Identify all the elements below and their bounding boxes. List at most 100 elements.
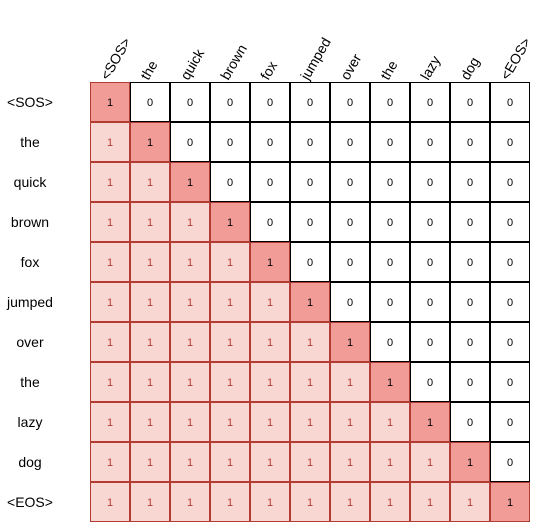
matrix-cell-1-4: 0 [250,122,290,162]
matrix-cell-9-0: 1 [90,442,130,482]
matrix-cell-6-10: 0 [490,322,530,362]
row-label-8: lazy [17,414,43,430]
matrix-cell-0-7: 0 [370,82,410,122]
matrix-cell-8-1: 1 [130,402,170,442]
matrix-cell-7-5: 1 [290,362,330,402]
matrix-cell-7-3: 1 [210,362,250,402]
matrix-cell-8-3: 1 [210,402,250,442]
matrix-cell-7-8: 0 [410,362,450,402]
row-label-6: over [16,334,44,350]
matrix-cell-3-3: 1 [210,202,250,242]
matrix-cell-1-2: 0 [170,122,210,162]
matrix-cell-5-3: 1 [210,282,250,322]
matrix-cell-8-0: 1 [90,402,130,442]
matrix-cell-4-5: 0 [290,242,330,282]
matrix-cell-6-0: 1 [90,322,130,362]
column-header-3: brown [210,6,250,82]
matrix-cell-7-4: 1 [250,362,290,402]
row-label-4: fox [20,254,40,270]
matrix-cell-1-3: 0 [210,122,250,162]
matrix-cell-10-1: 1 [130,482,170,522]
matrix-cell-1-8: 0 [410,122,450,162]
matrix-cell-0-10: 0 [490,82,530,122]
matrix-cell-1-1: 1 [130,122,170,162]
matrix-cell-4-2: 1 [170,242,210,282]
row-label-1: the [20,134,40,150]
matrix-cell-1-7: 0 [370,122,410,162]
matrix-cell-9-6: 1 [330,442,370,482]
matrix-cell-5-5: 1 [290,282,330,322]
column-header-7: the [370,6,410,83]
matrix-cell-10-2: 1 [170,482,210,522]
matrix-cell-10-4: 1 [250,482,290,522]
matrix-cell-10-8: 1 [410,482,450,522]
matrix-cell-3-8: 0 [410,202,450,242]
matrix-cell-2-6: 0 [330,162,370,202]
matrix-cell-7-9: 0 [450,362,490,402]
matrix-cell-2-3: 0 [210,162,250,202]
matrix-cell-3-9: 0 [450,202,490,242]
matrix-cell-8-6: 1 [330,402,370,442]
matrix-cell-10-7: 1 [370,482,410,522]
matrix-cell-6-6: 1 [330,322,370,362]
matrix-cell-0-8: 0 [410,82,450,122]
row-label-0: <SOS> [7,94,53,110]
matrix-cell-5-6: 0 [330,282,370,322]
matrix-cell-7-2: 1 [170,362,210,402]
column-header-label: fox [257,58,281,83]
matrix-cell-3-4: 0 [250,202,290,242]
matrix-cell-2-8: 0 [410,162,450,202]
matrix-cell-0-0: 1 [90,82,130,122]
column-header-6: over [330,6,370,83]
row-label-7: the [20,374,40,390]
column-header-label: dog [457,54,483,83]
column-header-2: quick [170,6,210,82]
matrix-cell-9-8: 1 [410,442,450,482]
matrix-cell-9-7: 1 [370,442,410,482]
matrix-cell-3-6: 0 [330,202,370,242]
column-header-label: <SOS> [97,34,134,83]
matrix-cell-8-10: 0 [490,402,530,442]
matrix-cell-6-3: 1 [210,322,250,362]
matrix-cell-3-1: 1 [130,202,170,242]
matrix-cell-6-1: 1 [130,322,170,362]
matrix-cell-2-7: 0 [370,162,410,202]
matrix-cell-7-7: 1 [370,362,410,402]
matrix-cell-6-2: 1 [170,322,210,362]
matrix-cell-2-2: 1 [170,162,210,202]
matrix-cell-8-8: 1 [410,402,450,442]
matrix-cell-0-1: 0 [130,82,170,122]
column-header-8: lazy [410,6,450,83]
matrix-cell-9-9: 1 [450,442,490,482]
row-label-10: <EOS> [7,494,53,510]
column-header-4: fox [250,6,290,82]
matrix-cell-4-9: 0 [450,242,490,282]
matrix-cell-1-0: 1 [90,122,130,162]
matrix-cell-0-3: 0 [210,82,250,122]
matrix-cell-7-10: 0 [490,362,530,402]
matrix-cell-9-10: 0 [490,442,530,482]
matrix-cell-0-4: 0 [250,82,290,122]
matrix-cell-9-2: 1 [170,442,210,482]
matrix-cell-5-8: 0 [410,282,450,322]
column-header-label: quick [177,46,208,83]
column-header-label: the [137,57,161,83]
matrix-cell-2-9: 0 [450,162,490,202]
matrix-cell-8-5: 1 [290,402,330,442]
matrix-cell-4-7: 0 [370,242,410,282]
matrix-cell-4-8: 0 [410,242,450,282]
column-header-label: lazy [417,52,444,83]
matrix-cell-6-7: 0 [370,322,410,362]
row-label-2: quick [13,174,47,190]
matrix-cell-2-4: 0 [250,162,290,202]
matrix-cell-9-1: 1 [130,442,170,482]
matrix-cell-10-6: 1 [330,482,370,522]
matrix-cell-3-5: 0 [290,202,330,242]
matrix-cell-7-1: 1 [130,362,170,402]
matrix-cell-9-3: 1 [210,442,250,482]
matrix-cell-9-4: 1 [250,442,290,482]
matrix-cell-8-2: 1 [170,402,210,442]
matrix-cell-3-2: 1 [170,202,210,242]
matrix-cell-1-9: 0 [450,122,490,162]
